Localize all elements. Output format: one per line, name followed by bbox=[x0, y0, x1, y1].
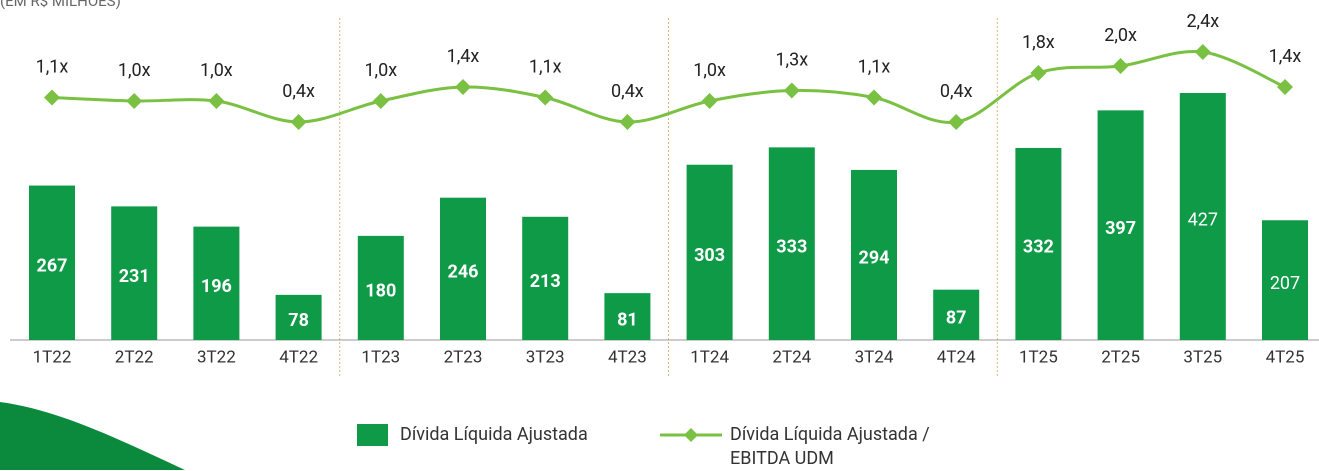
bar-value-label: 332 bbox=[1023, 237, 1054, 258]
line-marker bbox=[1194, 44, 1211, 60]
legend-item: Dívida Líquida Ajustada / EBITDA UDM bbox=[660, 423, 992, 471]
legend-item: Dívida Líquida Ajustada bbox=[357, 423, 588, 447]
line-marker bbox=[208, 93, 225, 109]
bar bbox=[604, 293, 651, 340]
bar-value-label: 267 bbox=[37, 256, 68, 277]
line-marker bbox=[1112, 58, 1129, 74]
line-value-label: 1,1x bbox=[529, 56, 562, 77]
x-tick-label: 1T25 bbox=[1019, 347, 1058, 367]
bar-value-label: 78 bbox=[288, 310, 309, 331]
bar-value-label: 207 bbox=[1270, 273, 1300, 294]
line-marker bbox=[372, 93, 389, 109]
bar bbox=[1179, 93, 1226, 340]
line-value-label: 1,0x bbox=[693, 60, 726, 81]
line-value-label: 0,4x bbox=[611, 81, 644, 102]
line-marker bbox=[44, 89, 60, 106]
line-value-label: 1,4x bbox=[447, 46, 480, 67]
bar bbox=[275, 294, 322, 340]
line-value-label: 2,0x bbox=[1104, 25, 1137, 46]
bar bbox=[851, 169, 897, 340]
line-value-label: 0,4x bbox=[940, 81, 973, 102]
bar-value-label: 246 bbox=[448, 262, 479, 283]
bar bbox=[29, 185, 75, 340]
x-tick-label: 3T23 bbox=[526, 347, 565, 367]
line-marker bbox=[537, 89, 554, 106]
x-tick-label: 3T24 bbox=[855, 347, 894, 367]
legend-swatch bbox=[357, 424, 388, 446]
x-tick-label: 4T25 bbox=[1266, 347, 1305, 367]
legend-marker bbox=[684, 428, 698, 442]
x-tick-label: 4T24 bbox=[937, 347, 976, 367]
x-tick-label: 1T24 bbox=[690, 347, 729, 367]
bar bbox=[440, 197, 486, 340]
line-value-label: 0,4x bbox=[282, 81, 315, 102]
bar-value-label: 213 bbox=[530, 271, 561, 292]
x-tick-label: 3T25 bbox=[1183, 347, 1222, 367]
line-marker bbox=[948, 114, 965, 130]
bar-value-label: 231 bbox=[119, 266, 150, 287]
legend-label: Dívida Líquida Ajustada bbox=[400, 424, 588, 445]
bar bbox=[1262, 220, 1308, 340]
x-tick-label: 2T24 bbox=[772, 347, 811, 367]
decoration bbox=[0, 402, 185, 470]
x-tick-label: 4T23 bbox=[608, 347, 647, 367]
line-marker bbox=[866, 89, 882, 106]
x-tick-label: 1T23 bbox=[361, 347, 400, 367]
x-tick-label: 1T22 bbox=[33, 347, 72, 367]
line-marker bbox=[455, 79, 471, 95]
bar bbox=[1097, 110, 1144, 340]
bar-value-label: 427 bbox=[1188, 209, 1218, 230]
bar bbox=[357, 235, 404, 340]
line-value-label: 1,0x bbox=[118, 60, 151, 81]
legend-label: Dívida Líquida Ajustada / EBITDA UDM bbox=[730, 424, 930, 469]
line-value-label: 1,1x bbox=[36, 56, 69, 77]
bar bbox=[193, 226, 240, 340]
line-marker bbox=[701, 93, 718, 109]
bar-value-label: 294 bbox=[859, 248, 890, 269]
bar-value-label: 303 bbox=[694, 245, 725, 266]
bar bbox=[933, 289, 980, 340]
line-marker bbox=[783, 82, 800, 99]
line-marker bbox=[126, 93, 143, 109]
bar bbox=[1015, 147, 1062, 340]
line-marker bbox=[1030, 65, 1047, 81]
x-tick-label: 3T22 bbox=[197, 347, 236, 367]
bar-value-label: 180 bbox=[365, 281, 396, 302]
legend-swatch bbox=[660, 428, 722, 442]
bar-value-label: 333 bbox=[776, 236, 807, 257]
chart-subtitle: (EM R$ MILHÕES) bbox=[0, 0, 121, 10]
bar bbox=[768, 147, 815, 340]
bar bbox=[522, 216, 569, 340]
line-value-label: 2,4x bbox=[1186, 11, 1219, 32]
bar-value-label: 87 bbox=[946, 308, 967, 329]
line-value-label: 1,3x bbox=[775, 49, 808, 70]
line-marker bbox=[619, 114, 636, 130]
x-tick-label: 2T25 bbox=[1101, 347, 1140, 367]
line-value-label: 1,4x bbox=[1269, 46, 1302, 67]
line-marker bbox=[1277, 79, 1293, 95]
line-marker bbox=[290, 114, 307, 130]
line-value-label: 1,0x bbox=[364, 60, 397, 81]
bar bbox=[111, 206, 158, 340]
bar-value-label: 196 bbox=[201, 276, 232, 297]
bar-value-label: 81 bbox=[617, 309, 638, 330]
line-value-label: 1,8x bbox=[1022, 32, 1055, 53]
bar-value-label: 397 bbox=[1105, 218, 1136, 239]
line-value-label: 1,0x bbox=[200, 60, 233, 81]
x-tick-label: 2T23 bbox=[444, 347, 483, 367]
line-value-label: 1,1x bbox=[858, 56, 891, 77]
line bbox=[51, 49, 1286, 124]
x-tick-label: 4T22 bbox=[279, 347, 318, 367]
x-tick-label: 2T22 bbox=[115, 347, 154, 367]
bar bbox=[686, 164, 733, 340]
